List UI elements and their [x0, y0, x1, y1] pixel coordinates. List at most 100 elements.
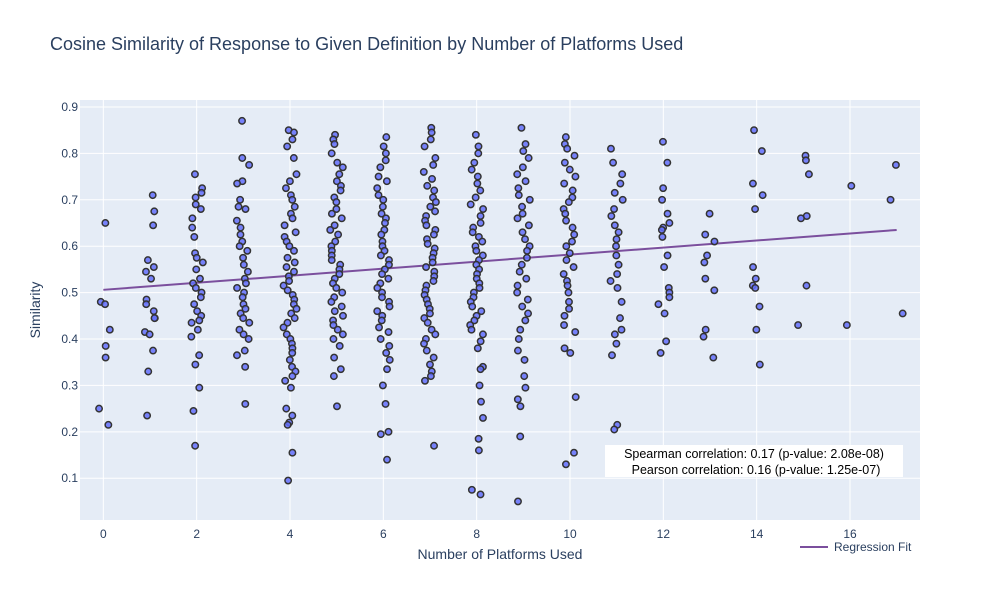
- data-point: [422, 263, 431, 272]
- data-point: [330, 221, 339, 230]
- data-point: [290, 314, 299, 323]
- data-point: [467, 485, 476, 494]
- data-point: [473, 172, 482, 181]
- data-point: [333, 402, 341, 411]
- data-point: [612, 339, 621, 348]
- data-point: [514, 184, 523, 193]
- data-point: [283, 253, 292, 262]
- data-point: [243, 267, 252, 276]
- data-point: [198, 258, 207, 267]
- data-point: [425, 309, 434, 318]
- data-point: [142, 300, 151, 309]
- data-point: [616, 179, 625, 188]
- data-point: [516, 402, 525, 411]
- data-point: [234, 202, 243, 211]
- data-point: [422, 346, 431, 355]
- data-point: [522, 274, 531, 283]
- data-point: [467, 325, 476, 334]
- annotation-box: Spearman correlation: 0.17 (p-value: 2.0…: [605, 445, 903, 477]
- legend[interactable]: Regression Fit: [800, 540, 912, 554]
- data-point: [561, 133, 570, 142]
- data-point: [188, 214, 197, 223]
- data-point: [560, 344, 569, 353]
- data-point: [521, 316, 530, 325]
- data-point: [751, 284, 760, 292]
- data-point: [289, 154, 298, 162]
- data-point: [755, 360, 764, 369]
- data-point: [239, 260, 248, 269]
- data-point: [188, 223, 197, 232]
- data-point: [804, 170, 813, 179]
- data-point: [430, 186, 439, 195]
- data-point: [195, 383, 204, 392]
- data-point: [608, 351, 616, 360]
- data-point: [518, 228, 527, 237]
- data-point: [513, 281, 522, 290]
- data-point: [338, 288, 347, 297]
- x-tick-label: 10: [563, 527, 577, 541]
- data-point: [101, 342, 110, 350]
- data-point: [282, 263, 291, 272]
- data-point: [423, 239, 432, 248]
- data-point: [426, 135, 435, 144]
- data-point: [513, 288, 522, 297]
- data-point: [701, 230, 710, 239]
- data-point: [335, 270, 344, 278]
- data-point: [431, 154, 440, 162]
- regression-line: [103, 228, 897, 291]
- data-point: [476, 212, 485, 220]
- data-point: [476, 219, 485, 227]
- data-point: [191, 193, 200, 202]
- data-point: [378, 293, 386, 302]
- data-point: [104, 420, 113, 429]
- data-point: [241, 304, 250, 313]
- y-tick-label: 0.5: [61, 286, 78, 300]
- data-point: [523, 295, 532, 304]
- data-point: [427, 128, 436, 137]
- data-point: [288, 214, 297, 223]
- data-point: [374, 172, 383, 181]
- data-point: [290, 128, 298, 137]
- data-point: [339, 311, 347, 320]
- data-point: [101, 300, 110, 309]
- y-tick-label: 0.8: [61, 146, 78, 160]
- data-point: [610, 330, 619, 339]
- data-point: [479, 205, 488, 214]
- data-point: [288, 135, 297, 144]
- data-point: [471, 193, 480, 202]
- data-point: [610, 188, 619, 197]
- data-point: [420, 339, 428, 348]
- data-point: [564, 288, 573, 297]
- data-point: [665, 293, 674, 302]
- data-point: [524, 221, 533, 230]
- annotation-background: [605, 445, 903, 477]
- data-point: [333, 158, 342, 167]
- data-point: [382, 177, 391, 186]
- data-point: [101, 353, 110, 362]
- data-point: [284, 476, 293, 485]
- data-point: [376, 430, 385, 439]
- data-point: [618, 195, 627, 204]
- x-tick-label: 16: [843, 527, 857, 541]
- data-point: [241, 400, 250, 408]
- data-point: [336, 365, 345, 374]
- data-point: [705, 209, 714, 218]
- data-point: [516, 325, 525, 334]
- data-point: [385, 260, 393, 269]
- data-point: [379, 142, 388, 151]
- data-point: [659, 137, 667, 146]
- data-point: [376, 335, 385, 343]
- data-point: [190, 300, 199, 309]
- data-point: [428, 258, 437, 267]
- data-point: [189, 406, 198, 415]
- data-point: [373, 184, 382, 193]
- data-point: [665, 219, 674, 227]
- data-point: [290, 246, 298, 255]
- data-point: [288, 448, 297, 457]
- data-point: [381, 219, 389, 227]
- data-point: [379, 195, 388, 204]
- data-point: [374, 191, 383, 200]
- data-point: [191, 441, 200, 450]
- data-point: [192, 265, 201, 274]
- data-point: [285, 242, 294, 251]
